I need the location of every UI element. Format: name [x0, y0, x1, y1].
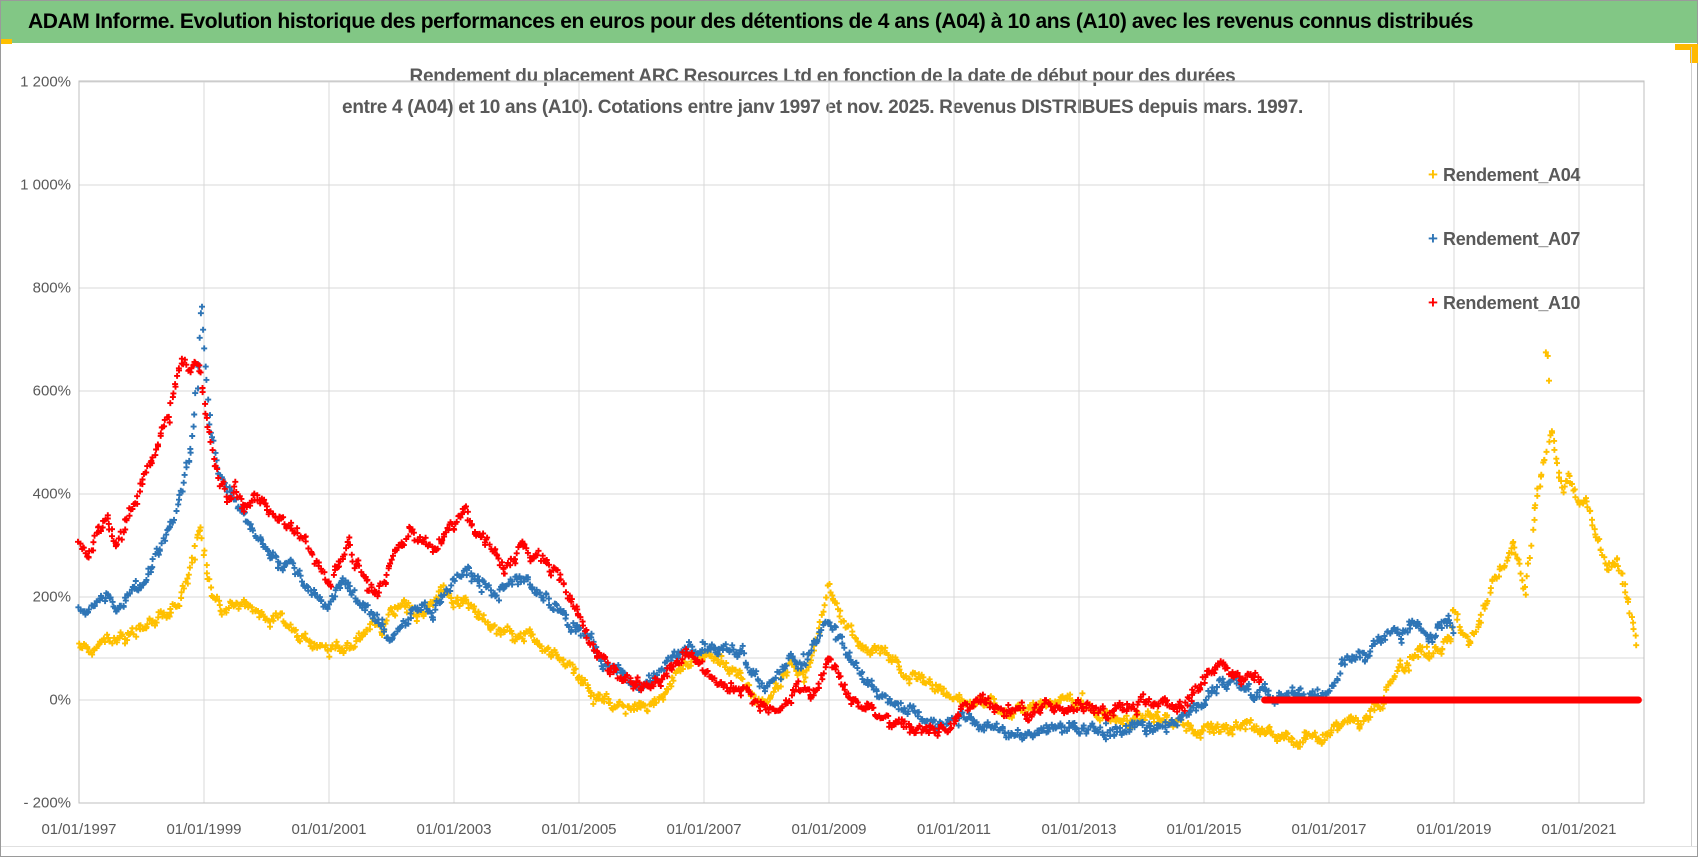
legend-label-a04: Rendement_A04: [1443, 164, 1581, 185]
x-tick-label: 01/01/2015: [1166, 821, 1242, 838]
y-tick-label: 1 200%: [20, 73, 71, 91]
chart-title-line2: entre 4 (A04) et 10 ans (A10). Cotations…: [342, 97, 1303, 118]
cell-highlight-left: [1, 39, 12, 44]
y-tick-label: - 200%: [23, 794, 71, 812]
legend: + Rendement_A04 + Rendement_A07 + Rendem…: [1423, 161, 1623, 353]
x-tick-label: 01/01/1997: [41, 821, 117, 838]
series-points-rendement_a10: [75, 355, 1264, 739]
x-tick-label: 01/01/2011: [917, 821, 991, 838]
a04-plus-marker-icon: +: [1428, 165, 1438, 184]
cell-highlight-corner-v: [1690, 44, 1698, 63]
x-tick-label: 01/01/2009: [791, 821, 867, 838]
x-tick-label: 01/01/2021: [1541, 821, 1617, 838]
plot-border: [78, 80, 1645, 804]
x-tick-label: 01/01/2001: [291, 821, 367, 838]
legend-item-a10[interactable]: + Rendement_A10: [1423, 289, 1623, 317]
x-tick-label: 01/01/2005: [541, 821, 617, 838]
header-title: ADAM Informe. Evolution historique des p…: [28, 10, 1474, 33]
y-tick-label: 400%: [32, 485, 71, 503]
sheet-row-border: [1, 846, 1697, 847]
legend-item-a07[interactable]: + Rendement_A07: [1423, 225, 1623, 253]
cell-highlight-corner-h: [1675, 44, 1698, 50]
y-tick-label: 600%: [32, 382, 71, 400]
a07-plus-marker-icon: +: [1428, 229, 1438, 248]
y-tick-label: 1 000%: [20, 176, 71, 194]
x-tick-label: 01/01/2007: [666, 821, 742, 838]
series-points-rendement_a07: [75, 303, 1457, 743]
x-tick-label: 01/01/2003: [416, 821, 492, 838]
sheet-column-border: [1691, 47, 1692, 846]
series-points-rendement_a04: [76, 349, 1640, 750]
legend-label-a10: Rendement_A10: [1443, 292, 1581, 313]
y-tick-label: 800%: [32, 279, 71, 297]
x-tick-label: 01/01/2017: [1291, 821, 1367, 838]
x-tick-label: 01/01/2019: [1416, 821, 1492, 838]
header-bar: ADAM Informe. Evolution historique des p…: [1, 1, 1697, 43]
legend-item-a04[interactable]: + Rendement_A04: [1423, 161, 1623, 189]
a10-plus-marker-icon: +: [1428, 293, 1438, 312]
x-tick-label: 01/01/2013: [1041, 821, 1117, 838]
legend-label-a07: Rendement_A07: [1443, 228, 1581, 249]
y-tick-label: 200%: [32, 588, 71, 606]
x-tick-label: 01/01/1999: [166, 821, 242, 838]
y-tick-label: 0%: [49, 691, 71, 709]
